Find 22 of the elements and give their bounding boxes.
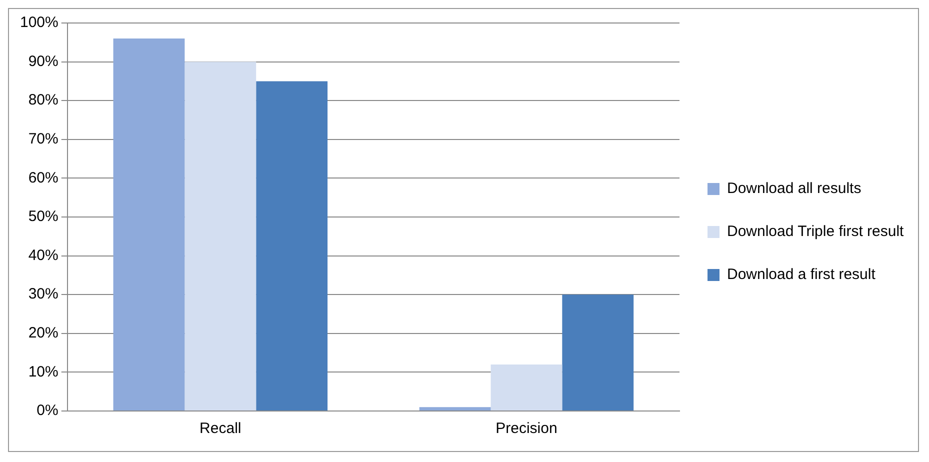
y-tick-label: 80% [28, 92, 58, 109]
y-tick-label: 50% [28, 208, 58, 226]
legend-label: Download a first result [726, 266, 876, 284]
y-tick-label: 30% [28, 286, 58, 303]
bar [562, 294, 634, 410]
legend-label: Download all results [726, 180, 862, 198]
legend-label: Download Triple first result [726, 223, 905, 240]
y-tick-label: 100% [20, 14, 58, 32]
y-tick-label: 70% [28, 130, 58, 148]
y-tick-label: 90% [28, 52, 58, 70]
bar [490, 364, 562, 410]
bar [113, 38, 185, 410]
bar [184, 62, 256, 410]
y-tick-label: 20% [28, 324, 58, 342]
y-tick-label: 0% [36, 402, 58, 420]
x-tick-label: Recall [200, 420, 242, 438]
x-tick-label: Precision [496, 420, 558, 438]
bar [256, 81, 328, 410]
y-tick-label: 60% [28, 169, 58, 186]
bar [419, 407, 491, 410]
y-tick-label: 40% [28, 246, 58, 264]
y-tick-label: 10% [28, 363, 58, 380]
